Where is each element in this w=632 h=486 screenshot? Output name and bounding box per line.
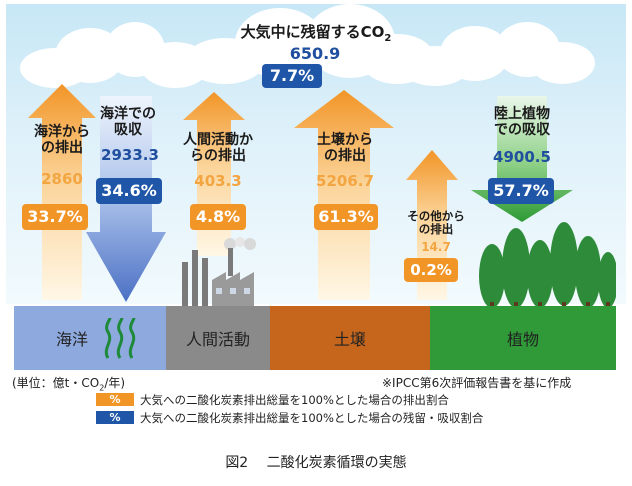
ocean-emit-percent: 33.7% (22, 204, 88, 230)
ocean-absorb-value: 2933.3 (101, 146, 159, 164)
seaweed-icon (104, 317, 136, 359)
ocean-emit-value: 2860 (41, 170, 83, 188)
soil-emit-percent: 61.3% (314, 204, 378, 230)
legend-text-absorb: 大気への二酸化炭素排出総量を100%とした場合の残留・吸収割合 (140, 410, 484, 425)
forest-illustration (479, 222, 616, 308)
soil-emit-label: 土壌から の排出 (317, 132, 373, 165)
ocean-absorb-label: 海洋での 吸収 (100, 106, 156, 139)
human-emit-percent: 4.8% (190, 204, 246, 230)
factory-illustration (182, 237, 256, 306)
base-plants: 植物 (430, 306, 616, 370)
source-note: ※IPCC第6次評価報告書を基に作成 (382, 376, 572, 390)
land-absorb-percent: 57.7% (488, 178, 554, 204)
other-emit-value: 14.7 (421, 240, 451, 254)
legend-swatch-orange: % (96, 393, 134, 406)
ocean-absorb-percent: 34.6% (96, 178, 162, 204)
cloud-right (400, 22, 600, 86)
other-emit-label: その他から の排出 (407, 209, 465, 237)
base-ocean: 海洋 (14, 306, 166, 370)
base-human: 人間活動 (166, 306, 270, 370)
ocean-emit-arrow (28, 84, 96, 300)
base-soil: 土壌 (270, 306, 430, 370)
figure-caption: 図2 二酸化炭素循環の実態 (225, 455, 407, 471)
legend-item-absorb: % 大気への二酸化炭素排出総量を100%とした場合の残留・吸収割合 (96, 410, 483, 425)
legend-item-emission: % 大気への二酸化炭素排出総量を100%とした場合の排出割合 (96, 392, 449, 407)
land-absorb-value: 4900.5 (493, 148, 551, 166)
soil-emit-arrow (294, 90, 394, 300)
atmosphere-value: 650.9 (289, 44, 341, 63)
human-emit-value: 403.3 (194, 172, 242, 190)
ocean-emit-label: 海洋から の排出 (34, 124, 90, 157)
legend-text-emission: 大気への二酸化炭素排出総量を100%とした場合の排出割合 (140, 392, 449, 407)
other-emit-percent: 0.2% (404, 258, 458, 282)
cloud-left (20, 20, 210, 90)
atmosphere-title: 大気中に残留するCO2 (240, 23, 392, 44)
atmosphere-percent: 7.7% (262, 64, 322, 88)
unit-note: (単位：億t・CO2/年) (12, 376, 126, 393)
human-emit-label: 人間活動か らの排出 (183, 132, 253, 165)
land-absorb-label: 陸上植物 での吸収 (494, 106, 550, 139)
soil-emit-value: 5206.7 (316, 172, 374, 190)
legend-swatch-blue: % (96, 411, 134, 424)
